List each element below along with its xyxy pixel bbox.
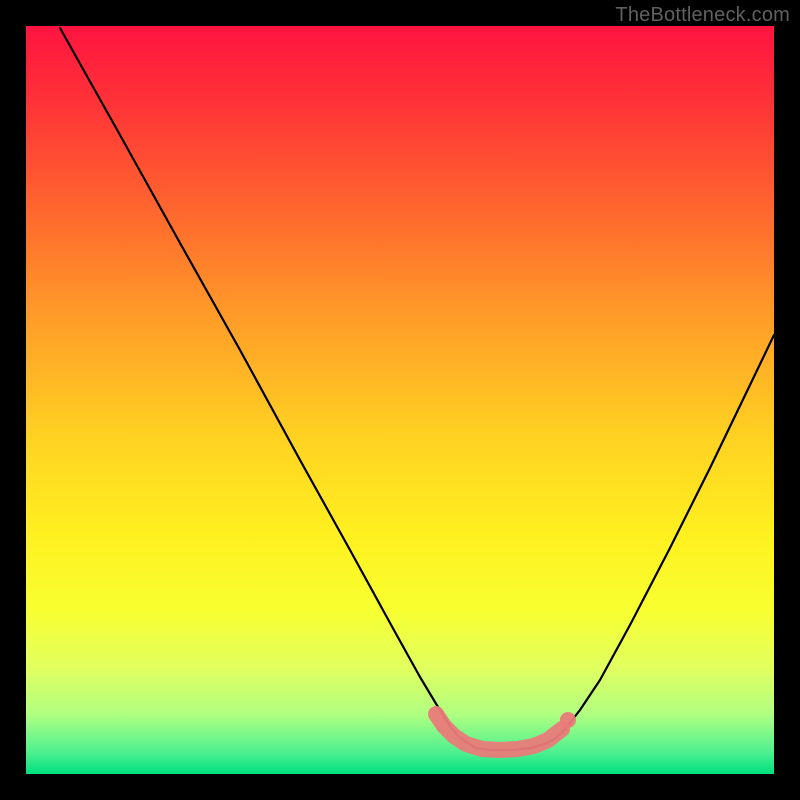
- watermark-text: TheBottleneck.com: [615, 4, 790, 27]
- bottleneck-curve-chart: [0, 0, 800, 800]
- valley-marker-end-dot: [560, 712, 576, 728]
- gradient-background: [26, 26, 774, 774]
- chart-canvas: TheBottleneck.com: [0, 0, 800, 800]
